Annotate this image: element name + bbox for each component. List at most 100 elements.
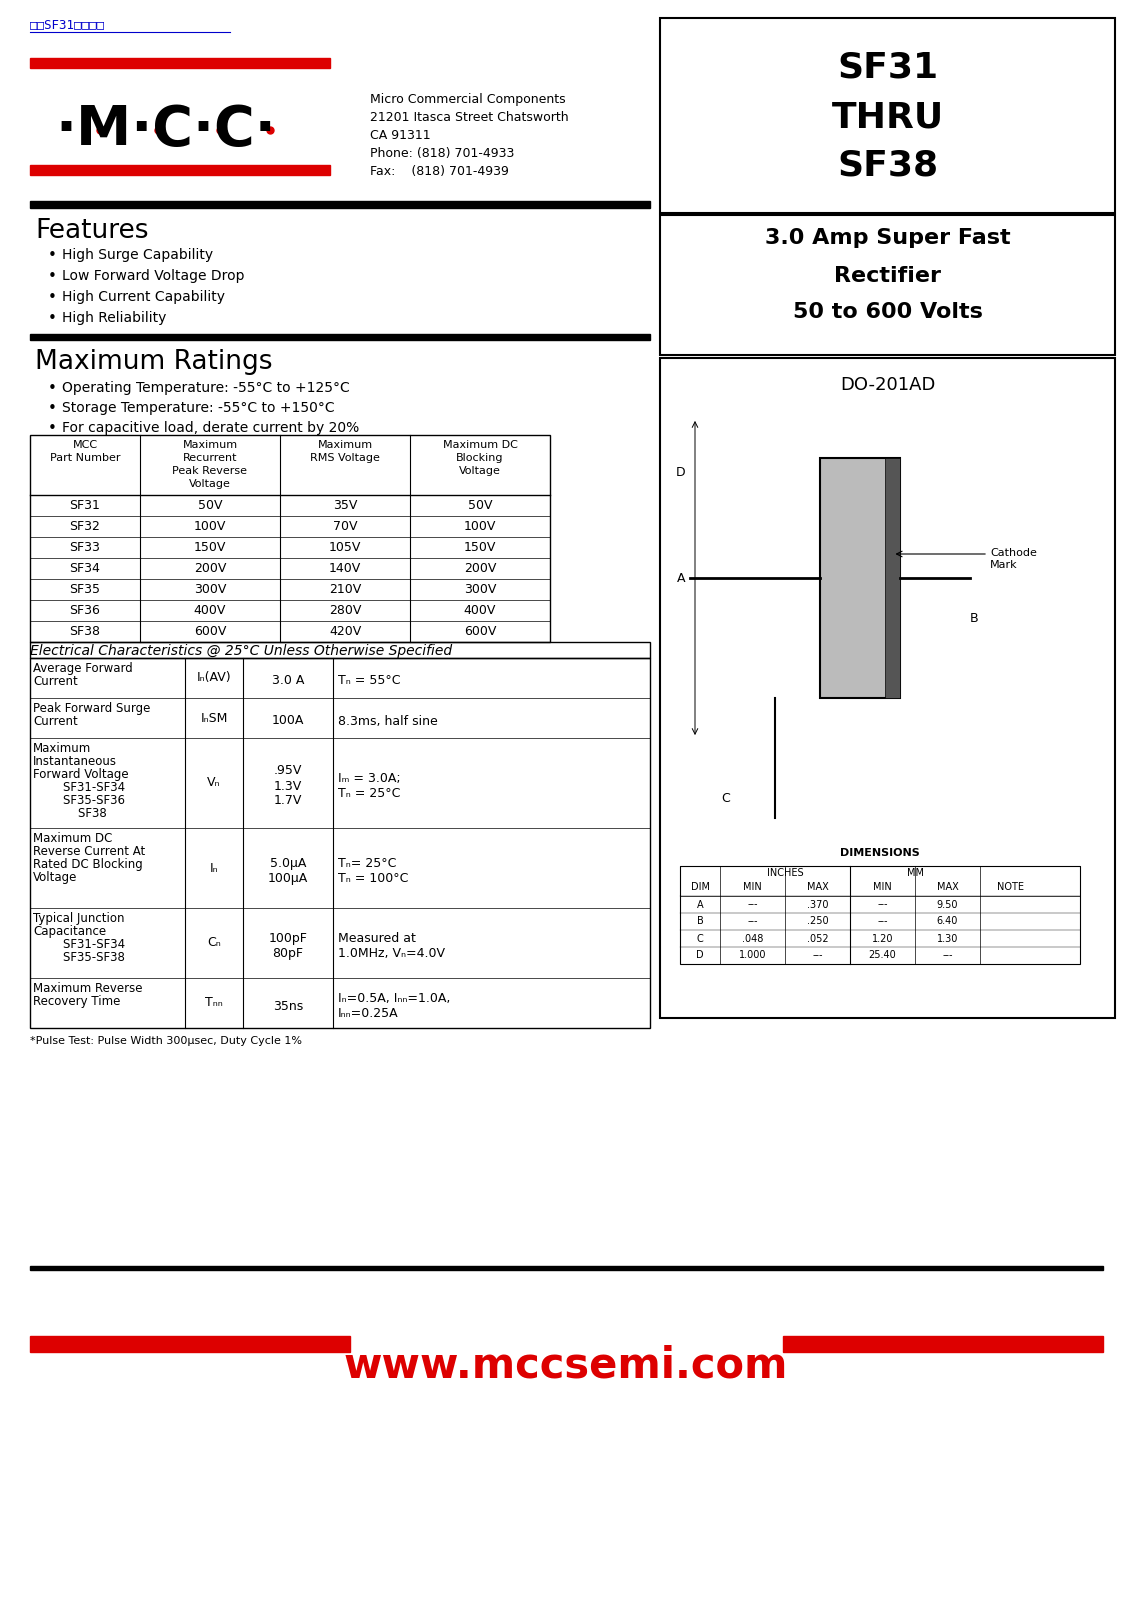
Text: □□SF31□□□□: □□SF31□□□□ (29, 18, 105, 30)
Text: Iₙ(AV): Iₙ(AV) (197, 672, 231, 685)
Text: 6.40: 6.40 (937, 917, 959, 926)
Bar (783, 1336, 1104, 1352)
Text: .250: .250 (807, 917, 828, 926)
Text: DIM: DIM (690, 882, 709, 893)
Text: ---: --- (748, 917, 758, 926)
Text: •: • (48, 381, 57, 395)
Text: Vₙ: Vₙ (207, 776, 221, 789)
Text: Maximum Ratings: Maximum Ratings (35, 349, 273, 374)
Text: High Reliability: High Reliability (62, 310, 167, 325)
Text: Current: Current (33, 715, 78, 728)
Text: 1.3V: 1.3V (274, 779, 303, 792)
Bar (661, 214, 1115, 355)
Text: Instantaneous: Instantaneous (33, 755, 117, 768)
Text: Fax:    (818) 701-4939: Fax: (818) 701-4939 (370, 165, 509, 178)
Text: B: B (970, 611, 979, 624)
Text: .052: .052 (807, 933, 828, 944)
Bar (680, 866, 1080, 963)
Text: 100V: 100V (194, 520, 227, 533)
Text: Measured at: Measured at (338, 931, 416, 946)
Text: Rated DC Blocking: Rated DC Blocking (33, 858, 143, 870)
Text: 210V: 210V (329, 582, 361, 595)
Bar (29, 1336, 350, 1352)
Text: 280V: 280V (329, 603, 361, 618)
Text: 400V: 400V (463, 603, 496, 618)
Text: 25.40: 25.40 (869, 950, 896, 960)
Text: High Current Capability: High Current Capability (62, 290, 225, 304)
Text: 105V: 105V (329, 541, 361, 554)
Text: Mark: Mark (990, 560, 1017, 570)
Text: Maximum Reverse: Maximum Reverse (33, 982, 143, 995)
Text: Tₙ = 55°C: Tₙ = 55°C (338, 675, 400, 688)
Text: NOTE: NOTE (997, 882, 1023, 893)
Text: Electrical Characteristics @ 25°C Unless Otherwise Specified: Electrical Characteristics @ 25°C Unless… (29, 643, 452, 658)
Bar (29, 334, 650, 341)
Text: 50 to 600 Volts: 50 to 600 Volts (793, 302, 982, 322)
Text: Maximum: Maximum (182, 440, 238, 450)
Text: 3.0 A: 3.0 A (272, 675, 304, 688)
Text: SF38: SF38 (69, 626, 101, 638)
Bar (820, 458, 900, 698)
Text: 600V: 600V (194, 626, 227, 638)
Text: Recurrent: Recurrent (182, 453, 237, 462)
Text: Peak Forward Surge: Peak Forward Surge (33, 702, 151, 715)
Text: ---: --- (812, 950, 823, 960)
Bar (29, 58, 330, 67)
Text: A: A (676, 571, 685, 584)
Text: C: C (697, 933, 704, 944)
Text: Tₙ = 100°C: Tₙ = 100°C (338, 872, 408, 885)
Text: Tₙ = 25°C: Tₙ = 25°C (338, 787, 400, 800)
Text: RMS Voltage: RMS Voltage (310, 453, 380, 462)
Text: ---: --- (748, 899, 758, 909)
Text: Capacitance: Capacitance (33, 925, 107, 938)
Bar (661, 18, 1115, 213)
Text: 600V: 600V (463, 626, 496, 638)
Text: 3.0 Amp Super Fast: 3.0 Amp Super Fast (765, 227, 1011, 248)
Text: Features: Features (35, 218, 148, 243)
Text: Maximum DC: Maximum DC (443, 440, 518, 450)
Text: SF31-SF34: SF31-SF34 (33, 938, 125, 950)
Text: www.mccsemi.com: www.mccsemi.com (343, 1346, 789, 1387)
Text: 21201 Itasca Street Chatsworth: 21201 Itasca Street Chatsworth (370, 110, 569, 125)
Text: .048: .048 (742, 933, 764, 944)
Text: 150V: 150V (194, 541, 227, 554)
Text: 140V: 140V (329, 562, 361, 574)
Text: Peak Reverse: Peak Reverse (172, 466, 247, 477)
Text: 50V: 50V (468, 499, 492, 512)
Text: Typical Junction: Typical Junction (33, 912, 125, 925)
Text: SF35-SF38: SF35-SF38 (33, 950, 125, 963)
Text: 1.7V: 1.7V (274, 795, 303, 808)
Text: 1.20: 1.20 (871, 933, 893, 944)
Text: Storage Temperature: -55°C to +150°C: Storage Temperature: -55°C to +150°C (62, 402, 334, 414)
Bar (29, 165, 330, 174)
Text: 35ns: 35ns (273, 1000, 304, 1013)
Text: SF31-SF34: SF31-SF34 (33, 781, 125, 794)
Text: MIN: MIN (743, 882, 761, 893)
Text: Phone: (818) 701-4933: Phone: (818) 701-4933 (370, 147, 514, 160)
Text: Voltage: Voltage (459, 466, 501, 477)
Bar (29, 658, 650, 1029)
Text: MAX: MAX (807, 882, 828, 893)
Text: D: D (675, 467, 685, 480)
Text: SF35: SF35 (69, 582, 101, 595)
Text: 100pF: 100pF (269, 931, 307, 946)
Text: Current: Current (33, 675, 78, 688)
Text: •: • (48, 310, 57, 326)
Text: Micro Commercial Components: Micro Commercial Components (370, 93, 565, 106)
Text: Maximum: Maximum (33, 742, 92, 755)
Text: 1.30: 1.30 (937, 933, 959, 944)
Text: 80pF: 80pF (273, 947, 304, 960)
Text: Average Forward: Average Forward (33, 662, 133, 675)
Text: 150V: 150V (463, 541, 496, 554)
Text: CA 91311: CA 91311 (370, 130, 431, 142)
Bar (29, 202, 650, 208)
Text: 1.000: 1.000 (739, 950, 766, 960)
Text: 9.50: 9.50 (937, 899, 959, 909)
Text: SF34: SF34 (69, 562, 101, 574)
Text: Maximum DC: Maximum DC (33, 832, 112, 845)
Text: Reverse Current At: Reverse Current At (33, 845, 145, 858)
Text: DIMENSIONS: DIMENSIONS (841, 848, 920, 858)
Text: 35V: 35V (333, 499, 357, 512)
Text: SF31: SF31 (69, 499, 101, 512)
Text: •: • (48, 269, 57, 285)
